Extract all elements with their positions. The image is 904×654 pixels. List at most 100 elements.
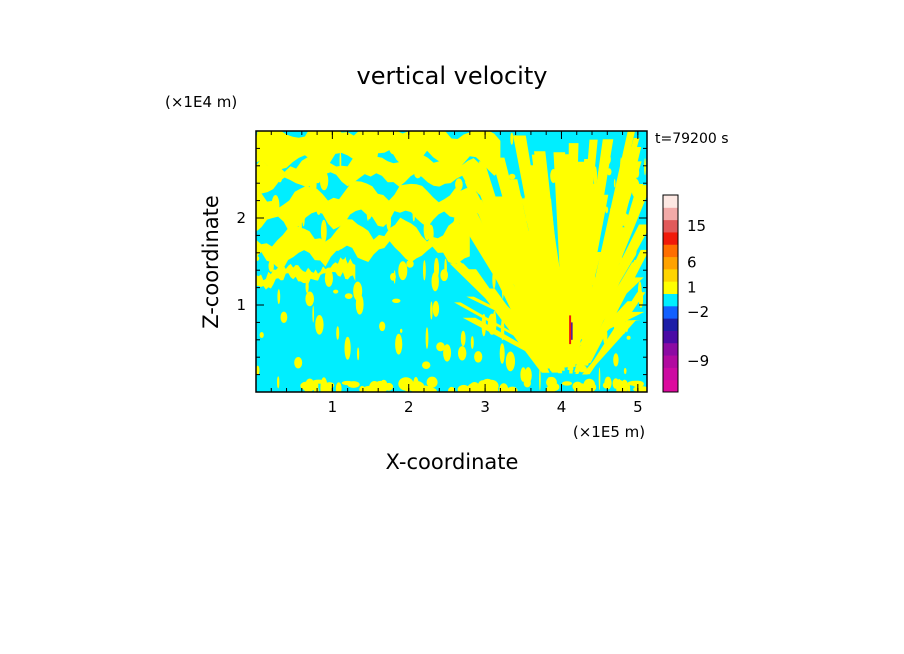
updraft-cell [258, 131, 264, 143]
updraft-cell [506, 233, 513, 253]
colorbar-level [663, 342, 678, 356]
updraft-cell [617, 379, 622, 388]
updraft-cell [256, 256, 260, 261]
updraft-cell [550, 169, 557, 183]
updraft-cell [520, 367, 527, 382]
updraft-cell [587, 310, 595, 320]
y-tick-label: 2 [236, 209, 246, 227]
updraft-cell [443, 344, 452, 362]
updraft-cell [302, 209, 305, 227]
x-tick-label: 3 [480, 398, 490, 416]
updraft-cell [434, 257, 439, 280]
updraft-cell [369, 381, 380, 392]
updraft-cell [442, 239, 445, 249]
updraft-cell [398, 197, 402, 202]
updraft-cell [312, 305, 315, 323]
x-axis-label: X-coordinate [386, 450, 519, 474]
updraft-cell [523, 378, 531, 388]
updraft-cell [578, 365, 587, 373]
updraft-cell [613, 312, 623, 335]
updraft-cell [365, 152, 372, 163]
updraft-cell [336, 326, 340, 340]
updraft-cell [486, 194, 489, 218]
colorbar-frame [662, 194, 679, 393]
updraft-cell [307, 131, 315, 141]
updraft-cell [366, 196, 370, 221]
updraft-cell [457, 384, 470, 392]
updraft-cell [481, 313, 486, 337]
y-unit-label: (×1E4 m) [165, 93, 237, 111]
updraft-cell [324, 269, 333, 287]
colorbar-labels: 15 6 1 −2 −9 [687, 217, 709, 370]
updraft-cell [572, 381, 583, 392]
updraft-cell [309, 172, 317, 196]
updraft-cell [452, 219, 460, 236]
updraft-cell [523, 217, 529, 222]
updraft-cell [623, 367, 627, 375]
updraft-cell [627, 382, 631, 392]
updraft-cell [460, 330, 466, 347]
updraft-cell [606, 168, 612, 176]
updraft-cell [626, 335, 631, 340]
updraft-cell [499, 343, 505, 364]
updraft-cell [515, 194, 523, 213]
colorbar-level [663, 256, 678, 270]
x-tick-label: 4 [557, 398, 567, 416]
updraft-cell [512, 207, 518, 223]
updraft-streak [569, 246, 579, 374]
colorbar-level [663, 355, 678, 368]
updraft-cell [603, 154, 611, 165]
updraft-cell [383, 204, 386, 221]
updraft-band [256, 217, 470, 270]
updraft-cell [534, 173, 538, 184]
updraft-cell [353, 281, 363, 301]
updraft-cell [458, 346, 467, 361]
updraft-cell [621, 213, 630, 228]
updraft-cell [492, 270, 496, 289]
updraft-cell [425, 327, 429, 349]
colorbar-level [663, 244, 678, 258]
updraft-cell [575, 282, 578, 292]
updraft-cell [484, 231, 489, 238]
y-axis-ticks: 12 [236, 147, 647, 376]
updraft-cell [423, 260, 426, 281]
x-axis-ticks: 1 2 3 4 5 [270, 131, 643, 416]
updraft-cell [277, 289, 281, 305]
chart-title: vertical velocity [357, 62, 548, 90]
updraft-cell [488, 138, 495, 145]
updraft-cell [633, 386, 647, 392]
updraft-cell [298, 217, 302, 237]
updraft-cell [620, 379, 629, 392]
updraft-cell [344, 336, 351, 360]
updraft-cell [507, 184, 513, 195]
updraft-cell [635, 167, 640, 178]
strong-updraft [569, 315, 572, 345]
updraft-cell [556, 285, 564, 307]
updraft-cell [359, 385, 366, 392]
updraft-cell [505, 351, 515, 372]
updraft-cell [408, 381, 425, 392]
x-tick-label: 2 [404, 398, 414, 416]
colorbar [662, 194, 679, 393]
updraft-cell [284, 211, 288, 221]
updraft-cell [516, 268, 522, 275]
colorbar-level [663, 268, 678, 282]
updraft-cell [392, 298, 401, 303]
updraft-cell [422, 361, 431, 370]
updraft-cell [576, 202, 579, 217]
updraft-cell [467, 382, 482, 392]
updraft-cell [633, 172, 636, 194]
updraft-cell [307, 272, 315, 277]
updraft-cell [555, 324, 565, 336]
updraft-cell [440, 269, 449, 282]
updraft-streak [454, 302, 544, 350]
updraft-cell [508, 280, 513, 294]
updraft-cell [448, 386, 456, 392]
updraft-cell [398, 261, 408, 281]
x-unit-label: (×1E5 m) [573, 423, 645, 441]
colorbar-level [663, 367, 678, 381]
updraft-cell [386, 212, 392, 231]
updraft-streak [463, 269, 549, 372]
colorbar-level [663, 293, 678, 307]
updraft-streak [532, 257, 563, 336]
